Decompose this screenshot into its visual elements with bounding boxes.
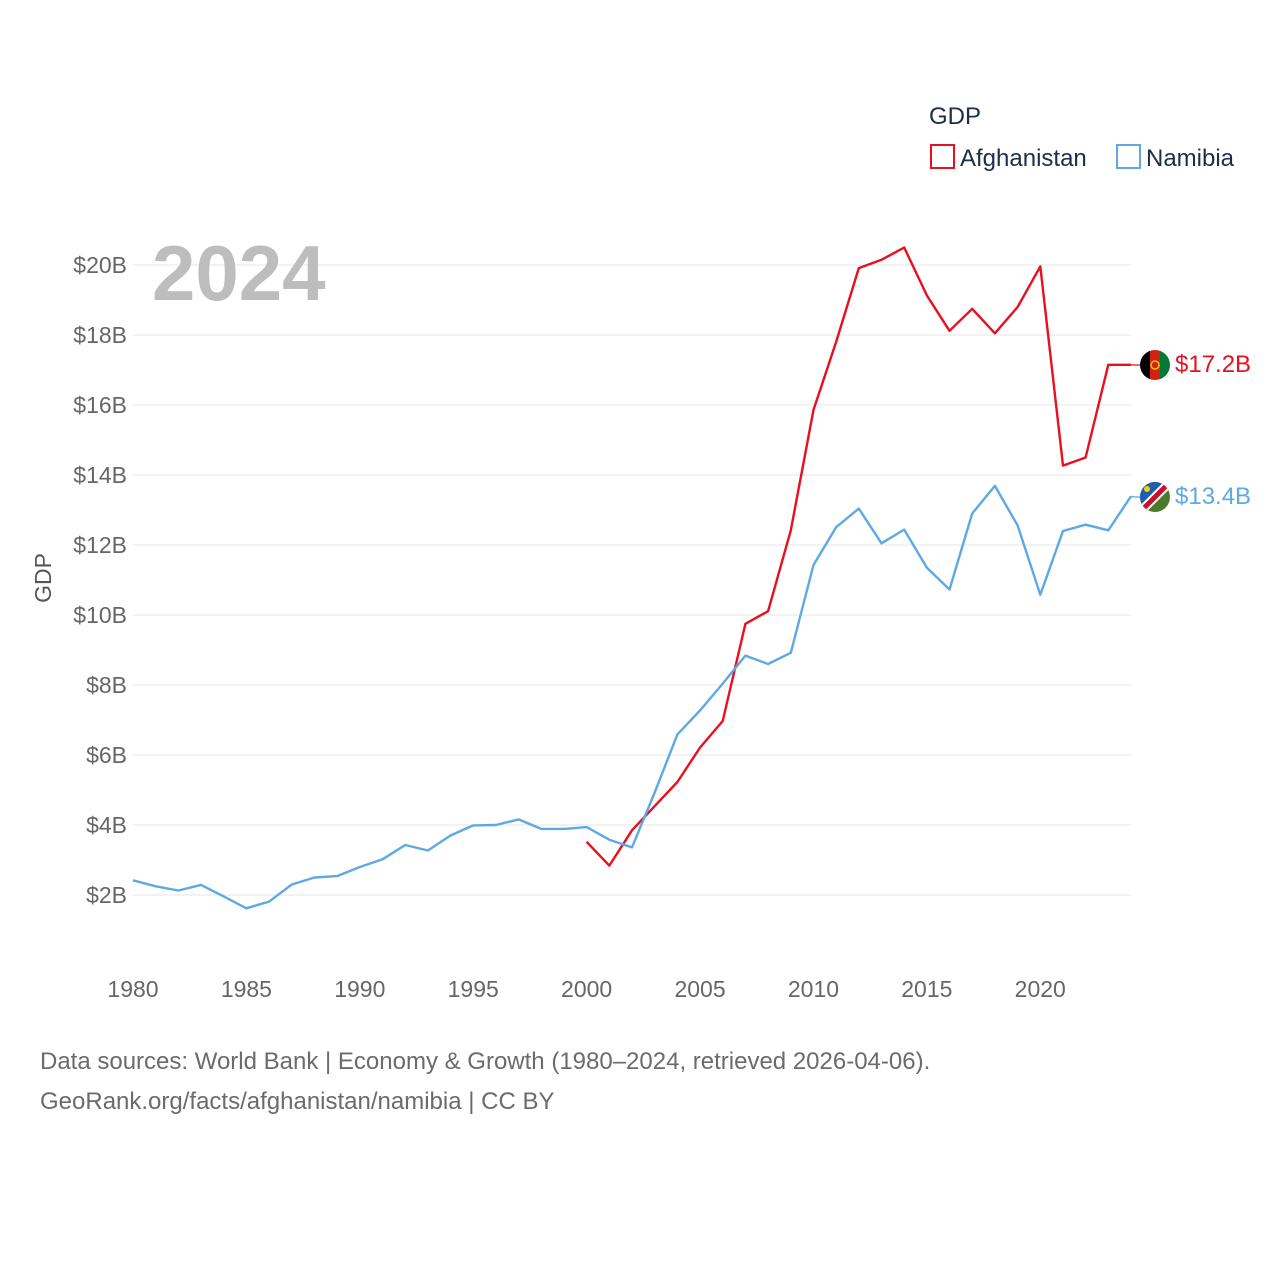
x-tick-label: 2005 [674,976,725,1002]
y-tick-label: $18B [73,322,127,348]
legend-swatch-afghanistan[interactable] [930,144,955,169]
series-line-afghanistan[interactable] [585,246,1131,867]
y-tick-label: $4B [86,812,127,838]
y-tick-label: $6B [86,742,127,768]
x-tick-label: 2020 [1015,976,1066,1002]
end-label-afghanistan: $17.2B [1175,351,1251,378]
y-tick-label: $10B [73,602,127,628]
y-tick-label: $20B [73,252,127,278]
gdp-line-chart: $2B $4B $6B $8B $10B $12B $14B $16B $18B $20B 198… [30,103,1251,1002]
source-note: Data sources: World Bank | Economy & Gro… [40,1042,1240,1122]
legend-label-afghanistan[interactable]: Afghanistan [960,145,1087,172]
legend-title: GDP [929,103,981,130]
x-tick-label: 1985 [221,976,272,1002]
legend-label-namibia[interactable]: Namibia [1146,145,1235,172]
y-axis-label: GDP [30,553,56,603]
x-tick-label: 2010 [788,976,839,1002]
afghanistan-flag-icon [1140,350,1170,380]
y-axis-ticks: $2B $4B $6B $8B $10B $12B $14B $16B $18B $20B [73,252,127,908]
x-tick-label: 1990 [334,976,385,1002]
x-tick-label: 2000 [561,976,612,1002]
end-label-namibia: $13.4B [1175,483,1251,510]
legend-swatch-namibia[interactable] [1116,144,1141,169]
y-tick-label: $8B [86,672,127,698]
y-tick-label: $16B [73,392,127,418]
year-watermark: 2024 [152,229,326,317]
x-tick-label: 1995 [448,976,499,1002]
y-tick-label: $14B [73,462,127,488]
end-connector-namibia [1130,495,1140,498]
source-line-1: Data sources: World Bank | Economy & Gro… [40,1048,931,1075]
namibia-flag-icon [1140,482,1170,512]
source-line-2[interactable]: GeoRank.org/facts/afghanistan/namibia | … [40,1088,555,1115]
y-tick-label: $12B [73,532,127,558]
series-lines [132,246,1140,910]
legend[interactable]: GDP Afghanistan Namibia [929,103,1235,172]
series-line-namibia[interactable] [132,484,1132,910]
y-tick-label: $2B [86,882,127,908]
x-tick-label: 2015 [901,976,952,1002]
x-axis-ticks: 1980 1985 1990 1995 2000 2005 2010 2015 2020 [107,976,1065,1002]
x-tick-label: 1980 [107,976,158,1002]
gridlines [133,264,1131,896]
